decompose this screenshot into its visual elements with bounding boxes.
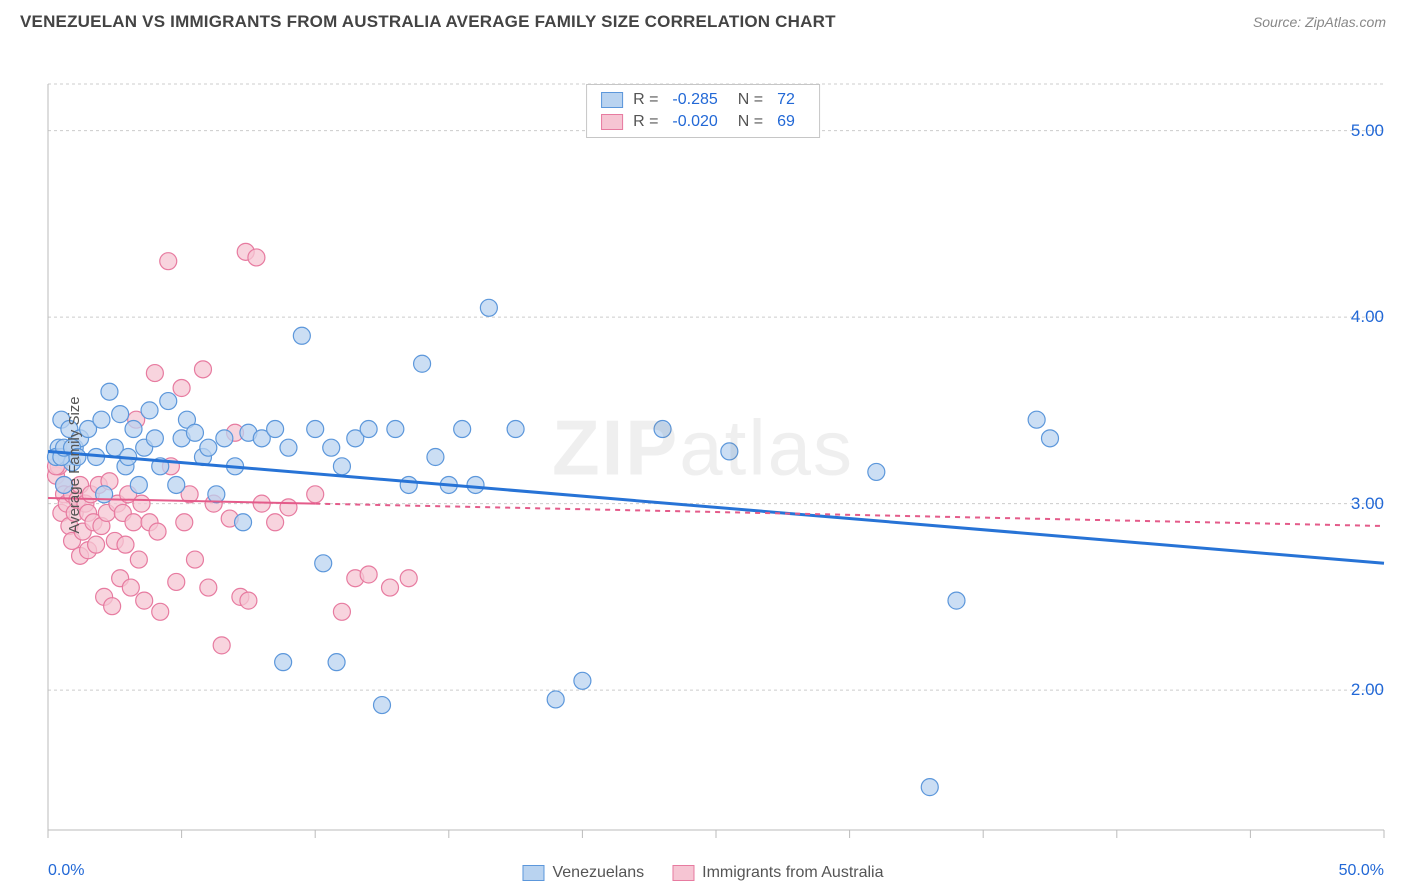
- stats-row-venezuelans: R = -0.285 N = 72: [587, 89, 819, 111]
- x-axis-max-label: 50.0%: [1339, 862, 1384, 880]
- legend-swatch-venezuelans: [522, 865, 544, 881]
- swatch-immigrants: [601, 114, 623, 130]
- stats-row-immigrants: R = -0.020 N = 69: [587, 111, 819, 133]
- y-tick-label: 4.00: [1351, 307, 1384, 327]
- n-value-immigrants: 69: [777, 113, 795, 131]
- scatter-plot: [0, 40, 1406, 890]
- legend-swatch-immigrants: [672, 865, 694, 881]
- n-value-venezuelans: 72: [777, 91, 795, 109]
- legend-label-venezuelans: Venezuelans: [552, 864, 644, 882]
- legend-item-venezuelans: Venezuelans: [522, 864, 644, 882]
- chart-container: Average Family Size ZIPatlas R = -0.285 …: [0, 40, 1406, 890]
- y-tick-label: 3.00: [1351, 494, 1384, 514]
- stats-legend: R = -0.285 N = 72 R = -0.020 N = 69: [586, 84, 820, 138]
- legend-label-immigrants: Immigrants from Australia: [702, 864, 883, 882]
- x-axis-min-label: 0.0%: [48, 862, 84, 880]
- y-tick-label: 2.00: [1351, 680, 1384, 700]
- r-value-immigrants: -0.020: [672, 113, 717, 131]
- swatch-venezuelans: [601, 92, 623, 108]
- legend-item-immigrants: Immigrants from Australia: [672, 864, 883, 882]
- series-legend: Venezuelans Immigrants from Australia: [522, 864, 883, 882]
- source-attribution: Source: ZipAtlas.com: [1253, 14, 1386, 30]
- chart-title: VENEZUELAN VS IMMIGRANTS FROM AUSTRALIA …: [20, 12, 836, 32]
- y-axis-title: Average Family Size: [66, 396, 83, 533]
- r-value-venezuelans: -0.285: [672, 91, 717, 109]
- y-tick-label: 5.00: [1351, 121, 1384, 141]
